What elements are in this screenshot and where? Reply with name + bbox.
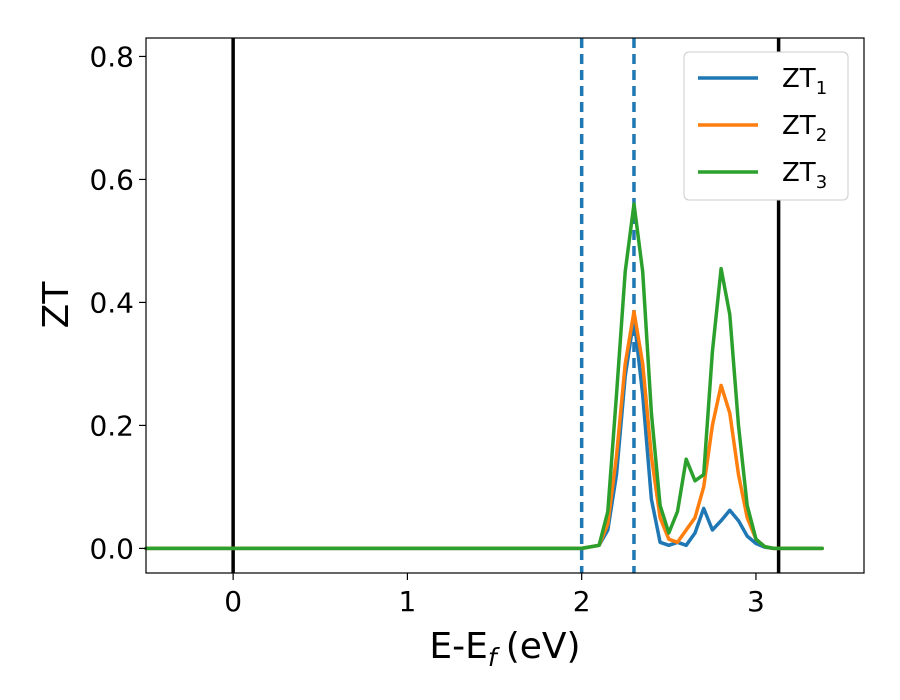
series-line-1 bbox=[144, 316, 824, 551]
series-line-3 bbox=[144, 202, 824, 551]
x-tick-label: 0 bbox=[224, 585, 242, 618]
y-tick-label: 0.4 bbox=[89, 286, 134, 319]
legend-label-3: ZT3 bbox=[782, 158, 827, 193]
legend-items: ZT1 ZT2 ZT3 bbox=[698, 64, 827, 193]
y-tick-label: 0.2 bbox=[89, 409, 134, 442]
y-axis-ticks: 0.0 0.2 0.4 0.6 0.8 bbox=[89, 40, 146, 565]
plot-frame bbox=[145, 37, 865, 574]
legend-label-2: ZT2 bbox=[782, 111, 827, 146]
y-tick-label: 0.6 bbox=[89, 163, 134, 196]
legend-label-1: ZT1 bbox=[782, 64, 827, 99]
legend-box bbox=[683, 51, 849, 201]
x-tick-label: 1 bbox=[398, 585, 416, 618]
y-tick-label: 0.0 bbox=[89, 532, 134, 565]
y-axis-label: ZT bbox=[36, 281, 77, 329]
y-tick-label: 0.8 bbox=[89, 40, 134, 73]
x-axis-label: E-Ef (eV) bbox=[429, 626, 580, 672]
series-layer bbox=[144, 202, 824, 551]
x-tick-label: 3 bbox=[747, 585, 765, 618]
x-tick-label: 2 bbox=[573, 585, 591, 618]
legend: ZT1 ZT2 ZT3 bbox=[683, 51, 849, 201]
x-axis-ticks: 0 1 2 3 bbox=[224, 573, 765, 618]
